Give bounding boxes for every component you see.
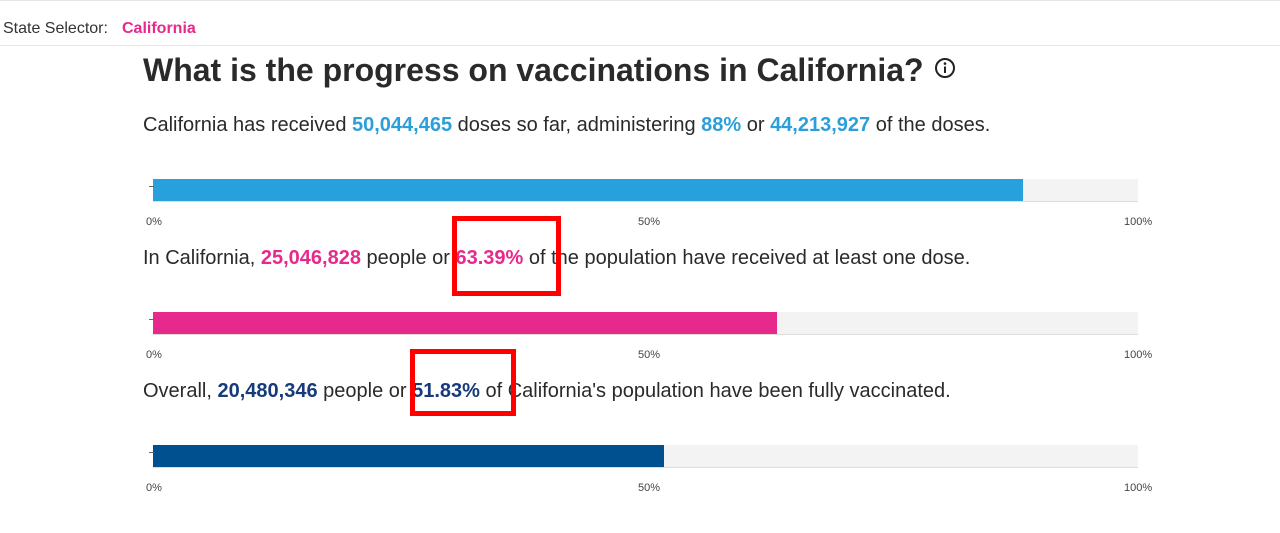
full-people-value: 20,480,346 [217, 380, 318, 402]
axis-label-50: 50% [638, 482, 661, 494]
axis-tick-mark [149, 186, 154, 187]
doses-text-1: California has received [143, 114, 352, 136]
doses-text-4: of the doses. [870, 114, 991, 136]
doses-progress-bar: 0% 50% 100% [146, 179, 1152, 228]
progress-fill [153, 179, 1024, 201]
fully-vaccinated-progress-bar: 0% 50% 100% [146, 445, 1152, 494]
highlight-box-one-dose-percent [452, 216, 561, 296]
doses-received-value: 50,044,465 [352, 114, 453, 136]
doses-administered-value: 44,213,927 [770, 114, 871, 136]
axis-label-0: 0% [146, 349, 162, 361]
axis-label-100: 100% [1124, 349, 1153, 361]
one-dose-progress-bar: 0% 50% 100% [146, 312, 1152, 361]
state-selector-bar: State Selector: California [0, 0, 1280, 46]
axis-line [153, 201, 1138, 202]
one-dose-text-3: of the population have received at least… [523, 247, 971, 269]
highlight-box-full-percent [410, 349, 516, 416]
one-dose-text-1: In California, [143, 247, 261, 269]
one-dose-summary: In California, 25,046,828 people or 63.3… [143, 247, 970, 270]
axis-tick-mark [149, 319, 154, 320]
axis-line [153, 334, 1138, 335]
one-dose-people-value: 25,046,828 [260, 247, 361, 269]
axis-label-0: 0% [146, 216, 162, 228]
progress-fill [153, 445, 664, 467]
page-title-text: What is the progress on vaccinations in … [143, 52, 924, 88]
state-selector-label: State Selector: [3, 20, 108, 37]
info-icon[interactable] [934, 50, 956, 87]
full-text-3: of California's population have been ful… [479, 380, 951, 402]
doses-text-2: doses so far, administering [452, 114, 702, 136]
axis-label-100: 100% [1124, 216, 1153, 228]
axis-tick-mark [149, 452, 154, 453]
doses-text-3: or [741, 114, 771, 136]
doses-summary: California has received 50,044,465 doses… [143, 114, 990, 137]
one-dose-percent: 63.39% [455, 247, 524, 269]
axis-label-100: 100% [1124, 482, 1153, 494]
fully-vaccinated-summary: Overall, 20,480,346 people or 51.83% of … [143, 380, 951, 403]
progress-fill [153, 312, 778, 334]
full-percent: 51.83% [412, 380, 480, 402]
full-text-1: Overall, [143, 380, 218, 402]
one-dose-text-2: people or [360, 247, 456, 269]
full-text-2: people or [317, 380, 413, 402]
axis-label-0: 0% [146, 482, 162, 494]
axis-label-50: 50% [638, 216, 661, 228]
axis-label-50: 50% [638, 349, 661, 361]
axis-line [153, 467, 1138, 468]
doses-administered-percent: 88% [701, 114, 742, 136]
page-title: What is the progress on vaccinations in … [143, 52, 956, 89]
state-selector-dropdown[interactable]: California [122, 20, 196, 37]
